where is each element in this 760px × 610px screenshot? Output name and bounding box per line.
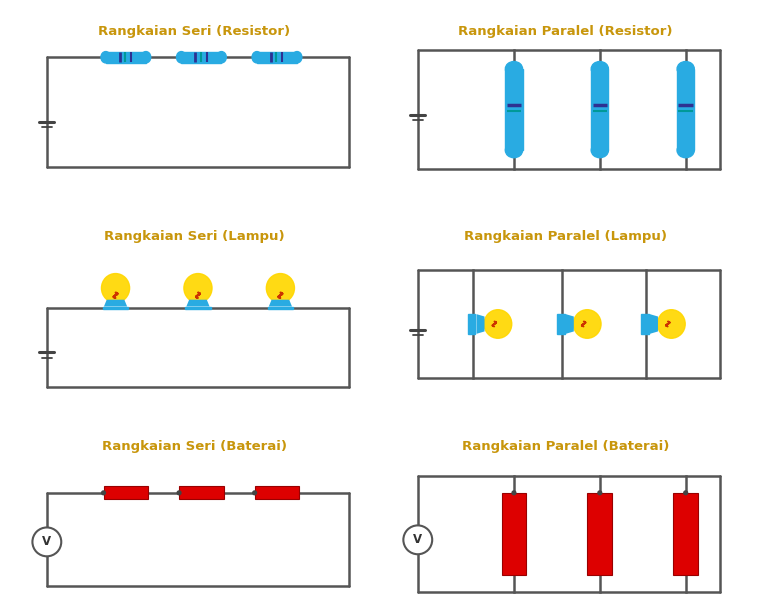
Bar [467, 314, 475, 334]
Text: Rangkaian Seri (Baterai): Rangkaian Seri (Baterai) [102, 440, 287, 453]
Text: V: V [43, 536, 52, 548]
Ellipse shape [657, 310, 686, 339]
Ellipse shape [505, 62, 523, 76]
Ellipse shape [176, 52, 186, 63]
Polygon shape [477, 314, 485, 334]
Ellipse shape [252, 52, 261, 63]
Ellipse shape [102, 273, 130, 303]
Bar [185, 306, 211, 309]
Ellipse shape [484, 310, 511, 339]
Bar [673, 493, 698, 575]
Bar [505, 69, 523, 151]
Bar [182, 52, 221, 63]
Ellipse shape [573, 310, 601, 339]
Ellipse shape [217, 52, 226, 63]
Text: Rangkaian Paralel (Resistor): Rangkaian Paralel (Resistor) [458, 24, 673, 38]
Bar [641, 314, 649, 334]
Bar [677, 69, 695, 151]
Circle shape [598, 491, 602, 495]
Circle shape [102, 491, 106, 495]
Bar [591, 69, 609, 151]
Bar [103, 486, 148, 500]
Circle shape [253, 491, 257, 495]
Bar [106, 52, 146, 63]
Bar [557, 314, 565, 334]
Polygon shape [186, 300, 210, 306]
Ellipse shape [677, 143, 695, 158]
Bar [179, 486, 223, 500]
Bar [268, 306, 293, 309]
Ellipse shape [184, 273, 212, 303]
Ellipse shape [505, 143, 523, 158]
Ellipse shape [677, 62, 695, 76]
Ellipse shape [141, 52, 150, 63]
Text: Rangkaian Paralel (Lampu): Rangkaian Paralel (Lampu) [464, 231, 667, 243]
Bar [502, 493, 527, 575]
Polygon shape [269, 300, 292, 306]
Circle shape [177, 491, 181, 495]
Text: V: V [413, 533, 423, 547]
Ellipse shape [101, 52, 110, 63]
Polygon shape [650, 314, 658, 334]
Circle shape [684, 491, 688, 495]
Bar [257, 52, 297, 63]
Ellipse shape [591, 62, 609, 76]
Circle shape [512, 491, 516, 495]
Circle shape [33, 528, 62, 556]
Polygon shape [565, 314, 574, 334]
Text: Rangkaian Paralel (Baterai): Rangkaian Paralel (Baterai) [462, 440, 669, 453]
Bar [587, 493, 612, 575]
Bar [255, 486, 299, 500]
Ellipse shape [266, 273, 294, 303]
Text: Rangkaian Seri (Lampu): Rangkaian Seri (Lampu) [104, 231, 285, 243]
Ellipse shape [591, 143, 609, 158]
Polygon shape [104, 300, 127, 306]
Text: Rangkaian Seri (Resistor): Rangkaian Seri (Resistor) [99, 24, 290, 38]
Ellipse shape [293, 52, 302, 63]
Circle shape [404, 525, 432, 554]
Bar [103, 306, 128, 309]
